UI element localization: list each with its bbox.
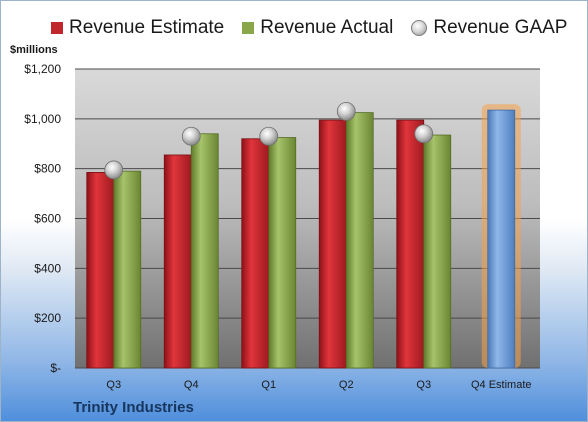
y-axis-tick-labels: $- $200 $400 $600 $800 $1,000 $1,200 bbox=[24, 62, 61, 375]
gaap-point bbox=[336, 101, 356, 121]
x-tick-label: Q4 bbox=[184, 379, 199, 391]
gridlines bbox=[75, 68, 540, 369]
y-tick-label: $1,200 bbox=[24, 62, 61, 76]
legend-item-estimate: Revenue Estimate bbox=[51, 17, 224, 39]
gaap-point bbox=[104, 160, 124, 180]
bar-actual bbox=[423, 134, 452, 369]
x-tick-label: Q3 bbox=[106, 379, 121, 391]
legend-label-estimate: Revenue Estimate bbox=[69, 17, 225, 38]
y-tick-label: $200 bbox=[34, 311, 61, 325]
bar-estimate bbox=[86, 172, 115, 369]
y-tick-label: $400 bbox=[34, 261, 61, 275]
bar-estimate bbox=[318, 119, 347, 369]
gaap-point bbox=[181, 126, 201, 146]
x-axis-tick-labels: Q3 Q4 Q1 Q2 Q3 Q4 Estimate bbox=[106, 379, 531, 391]
legend-swatch-actual bbox=[242, 22, 255, 34]
chart-marks bbox=[86, 101, 521, 369]
x-tick-label: Q1 bbox=[261, 379, 276, 391]
bar-forecast bbox=[487, 109, 516, 369]
bar-estimate bbox=[163, 154, 192, 369]
company-name: Trinity Industries bbox=[73, 399, 194, 416]
x-tick-label: Q2 bbox=[339, 379, 354, 391]
legend-item-gaap: Revenue GAAP bbox=[411, 17, 567, 39]
legend: Revenue Estimate Revenue Actual Revenue … bbox=[51, 17, 567, 39]
bar-estimate bbox=[396, 119, 425, 369]
legend-label-gaap: Revenue GAAP bbox=[433, 17, 568, 38]
bar-estimate bbox=[241, 138, 270, 369]
legend-swatch-gaap bbox=[411, 20, 428, 36]
bar-actual bbox=[345, 112, 374, 369]
y-tick-label: $600 bbox=[34, 212, 61, 226]
y-tick-label: $- bbox=[50, 361, 61, 375]
bar-actual bbox=[113, 170, 142, 369]
bar-actual bbox=[190, 133, 219, 369]
bar-actual bbox=[268, 137, 297, 369]
x-tick-label: Q4 Estimate bbox=[471, 379, 532, 391]
gaap-point bbox=[414, 124, 434, 144]
y-axis-unit-label: $millions bbox=[10, 44, 58, 56]
legend-item-actual: Revenue Actual bbox=[242, 17, 393, 39]
y-tick-label: $800 bbox=[34, 162, 61, 176]
x-tick-label: Q3 bbox=[416, 379, 431, 391]
legend-label-actual: Revenue Actual bbox=[260, 17, 394, 38]
legend-swatch-estimate bbox=[51, 22, 63, 34]
gaap-point bbox=[259, 126, 279, 146]
y-tick-label: $1,000 bbox=[24, 112, 61, 126]
